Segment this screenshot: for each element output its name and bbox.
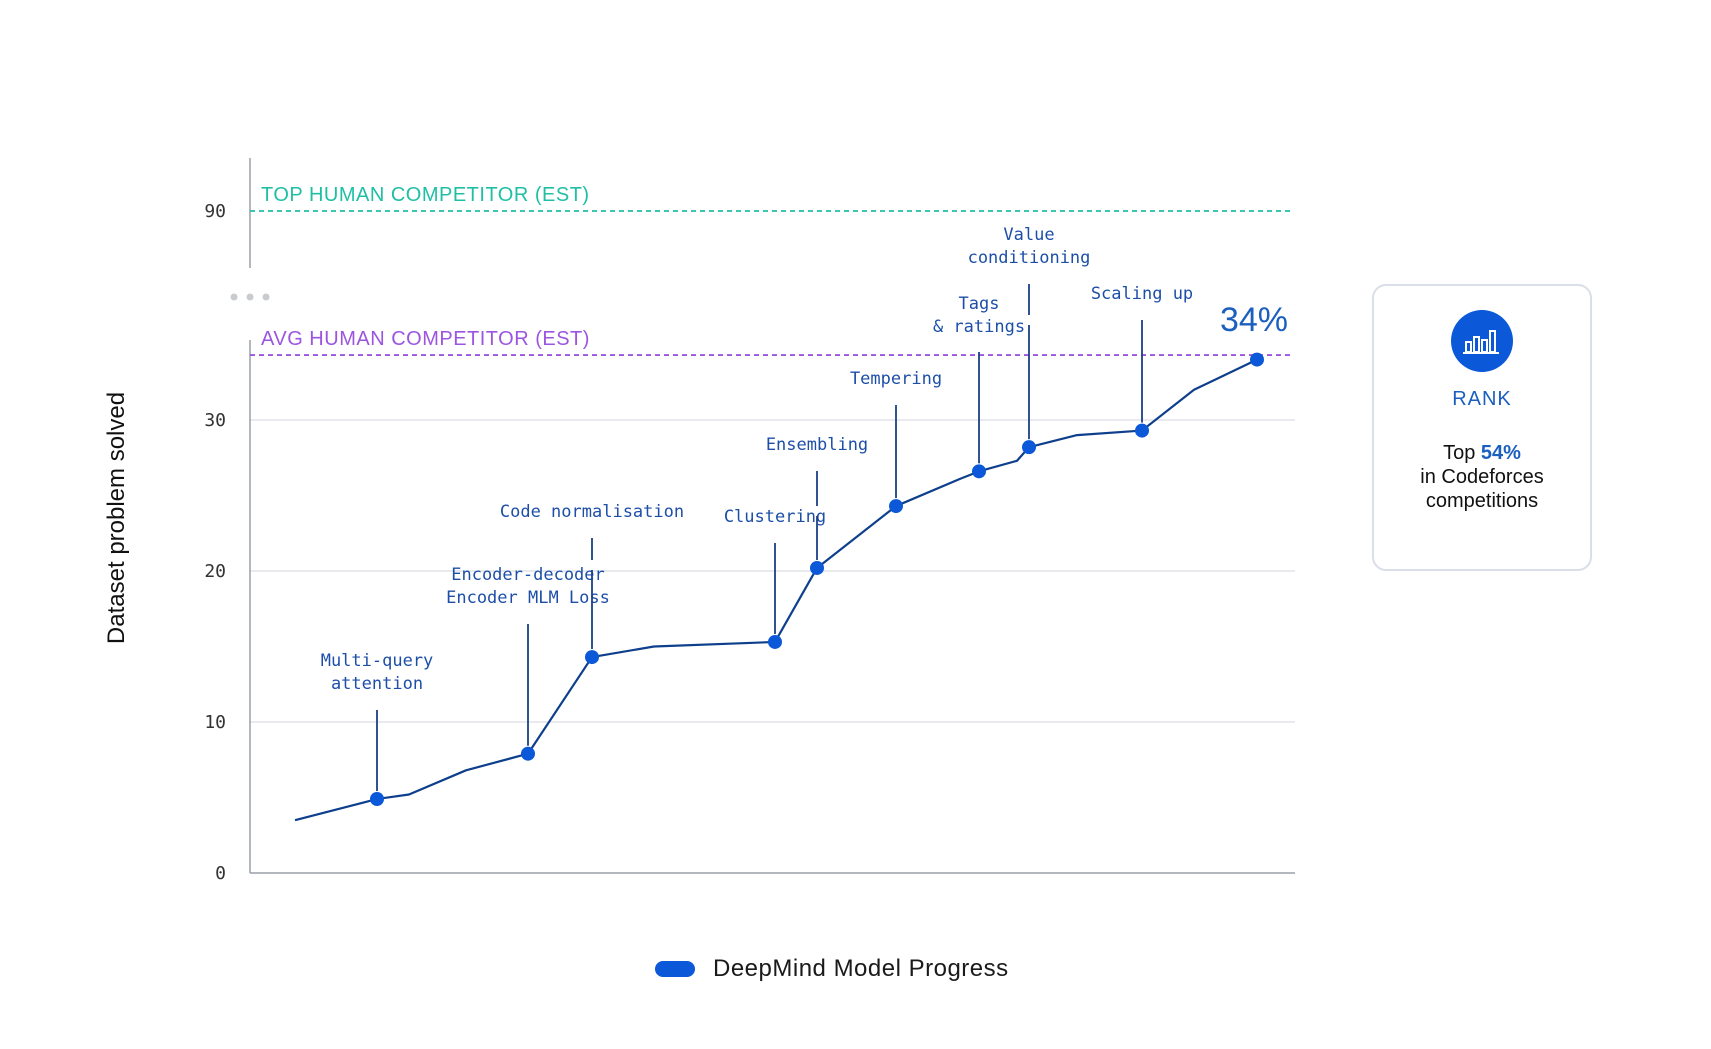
data-point — [810, 560, 824, 575]
data-point — [768, 634, 782, 649]
legend: DeepMind Model Progress — [655, 955, 1009, 983]
rank-line2: in Codeforces — [1420, 466, 1544, 488]
data-point — [972, 464, 986, 479]
annotation-text: conditioning — [968, 248, 1091, 268]
legend-swatch — [655, 961, 695, 977]
axis-break-dot — [230, 293, 238, 301]
annotation-text: Encoder-decoder — [451, 565, 605, 585]
data-point — [1250, 352, 1264, 367]
data-point — [1022, 440, 1036, 455]
annotation-text: Ensembling — [766, 435, 868, 455]
reference-label: TOP HUMAN COMPETITOR (EST) — [261, 184, 590, 206]
gridlines — [250, 419, 1295, 723]
rank-label: RANK — [1452, 388, 1512, 410]
annotation-text: Clustering — [724, 507, 826, 527]
annotation-text: Value — [1003, 225, 1054, 245]
axis-break-dot — [246, 293, 254, 301]
axes — [230, 158, 1295, 874]
annotation-text: & ratings — [933, 317, 1025, 337]
y-tick-label: 0 — [215, 863, 226, 884]
annotation-text: Code normalisation — [500, 502, 684, 522]
axis-break-dot — [262, 293, 270, 301]
data-point — [585, 650, 599, 665]
reference-lines: TOP HUMAN COMPETITOR (EST) AVG HUMAN COMP… — [250, 184, 1292, 356]
series — [294, 352, 1264, 822]
rank-line3: competitions — [1425, 490, 1539, 512]
annotation-text: Scaling up — [1091, 284, 1193, 304]
y-tick-label: 30 — [204, 410, 226, 431]
legend-label: DeepMind Model Progress — [713, 955, 1009, 982]
annotation-text: attention — [331, 674, 423, 694]
y-tick-label: 10 — [204, 712, 226, 733]
annotation-text: Multi-query — [321, 651, 434, 671]
reference-label: AVG HUMAN COMPETITOR (EST) — [261, 328, 590, 350]
data-point — [521, 746, 535, 761]
y-tick-labels: 0 10 20 30 90 — [204, 201, 226, 884]
annotations: Multi-query attention Encoder-decoder Encod… — [321, 225, 1193, 792]
data-point — [370, 792, 384, 807]
data-point — [889, 499, 903, 514]
rank-prefix: Top — [1443, 442, 1481, 464]
annotation-text: Encoder MLM Loss — [446, 588, 610, 608]
y-tick-label: 20 — [204, 561, 226, 582]
data-point — [1135, 423, 1149, 438]
y-tick-label: 90 — [204, 201, 226, 222]
y-axis-label: Dataset problem solved — [103, 392, 130, 644]
series-line — [294, 358, 1258, 822]
rank-card: RANK Top 54% in Codeforces competitions — [1372, 284, 1592, 571]
rank-value: 54% — [1480, 442, 1521, 464]
annotation-text: Tempering — [850, 369, 942, 389]
annotation-text: Tags — [959, 294, 1000, 314]
end-value-label: 34% — [1220, 301, 1288, 339]
bar-chart-icon — [1451, 310, 1513, 372]
rank-description: Top 54% in Codeforces competitions — [1374, 441, 1590, 513]
